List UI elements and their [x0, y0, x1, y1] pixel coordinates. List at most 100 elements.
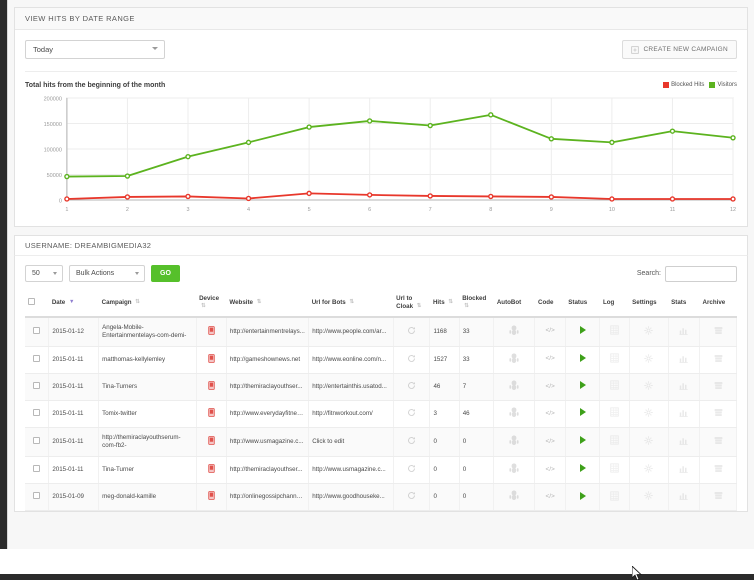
- play-icon[interactable]: [579, 354, 586, 363]
- gear-icon[interactable]: [644, 381, 653, 390]
- row-checkbox[interactable]: [33, 436, 41, 444]
- cell-stats[interactable]: [668, 346, 701, 374]
- cell-autobot[interactable]: [493, 346, 536, 374]
- gear-icon[interactable]: [644, 464, 653, 473]
- archive-icon[interactable]: [714, 436, 723, 445]
- cell-status[interactable]: [565, 456, 601, 485]
- log-icon[interactable]: [610, 490, 619, 501]
- cell-status[interactable]: [565, 427, 601, 457]
- cell-device[interactable]: [196, 373, 227, 401]
- row-select-cell[interactable]: [25, 427, 50, 457]
- cell-code[interactable]: </>: [534, 400, 566, 428]
- cell-stats[interactable]: [668, 483, 701, 512]
- cell-settings[interactable]: [629, 456, 669, 485]
- cell-log[interactable]: [599, 427, 630, 457]
- cell-url-for-bots[interactable]: http://www.eonline.com/n...: [308, 346, 394, 374]
- table-row[interactable]: 2015-01-12 Angela-Mobile-Entertainmentela…: [25, 316, 737, 347]
- cell-stats[interactable]: [668, 373, 701, 401]
- gear-icon[interactable]: [644, 436, 653, 445]
- cell-website[interactable]: http://themiraclayouthser...: [226, 373, 310, 401]
- row-checkbox[interactable]: [33, 354, 41, 362]
- cell-settings[interactable]: [629, 316, 669, 347]
- cell-url-for-bots[interactable]: http://entertainthis.usatod...: [308, 373, 394, 401]
- bar-chart-icon[interactable]: [679, 381, 689, 390]
- cell-log[interactable]: [599, 456, 630, 485]
- go-button[interactable]: GO: [151, 265, 180, 282]
- cell-url-to-cloak[interactable]: [393, 346, 431, 374]
- row-checkbox[interactable]: [33, 381, 41, 389]
- legend-item-blocked-hits[interactable]: Blocked Hits: [663, 82, 704, 88]
- cell-status[interactable]: [565, 373, 601, 401]
- row-checkbox[interactable]: [33, 408, 41, 416]
- cell-url-to-cloak[interactable]: [393, 316, 431, 347]
- cell-autobot[interactable]: [493, 400, 536, 428]
- cell-status[interactable]: [565, 400, 601, 428]
- cell-device[interactable]: [196, 400, 227, 428]
- th-device[interactable]: Device ⇅: [196, 290, 227, 318]
- bar-chart-icon[interactable]: [679, 354, 689, 363]
- cell-campaign[interactable]: Tina-Turners: [98, 373, 197, 401]
- date-range-select[interactable]: Today: [25, 40, 165, 59]
- cell-autobot[interactable]: [493, 316, 536, 347]
- cell-device[interactable]: [196, 427, 227, 457]
- row-select-cell[interactable]: [25, 316, 50, 347]
- table-row[interactable]: 2015-01-11 matthomas-kellylemley http://ga…: [25, 346, 737, 374]
- row-select-cell[interactable]: [25, 456, 50, 485]
- row-checkbox[interactable]: [33, 326, 41, 334]
- cell-log[interactable]: [599, 316, 630, 347]
- gear-icon[interactable]: [644, 325, 653, 335]
- log-icon[interactable]: [610, 407, 619, 417]
- cell-device[interactable]: [196, 483, 227, 512]
- cell-url-to-cloak[interactable]: [393, 456, 431, 485]
- table-row[interactable]: 2015-01-11 Tomix-twitter http://www.everyd…: [25, 400, 737, 428]
- search-input[interactable]: [665, 265, 737, 282]
- cell-url-to-cloak[interactable]: [393, 400, 431, 428]
- row-select-cell[interactable]: [25, 373, 50, 401]
- th-blocked[interactable]: Blocked ⇅: [459, 290, 494, 318]
- play-icon[interactable]: [579, 464, 586, 473]
- cell-settings[interactable]: [629, 346, 669, 374]
- cell-campaign[interactable]: meg-donald-kamille: [98, 483, 197, 512]
- cell-autobot[interactable]: [493, 456, 536, 485]
- archive-icon[interactable]: [714, 381, 723, 390]
- cell-campaign[interactable]: Tina-Turner: [98, 456, 197, 485]
- log-icon[interactable]: [610, 463, 619, 473]
- cell-code[interactable]: </>: [534, 346, 566, 374]
- table-row[interactable]: 2015-01-11 Tina-Turner http://themiraclayo…: [25, 456, 737, 485]
- table-row[interactable]: 2015-01-11 Tina-Turners http://themiraclay…: [25, 373, 737, 401]
- cell-url-for-bots[interactable]: http://www.people.com/ar...: [308, 316, 394, 347]
- bar-chart-icon[interactable]: [679, 408, 689, 417]
- cell-archive[interactable]: [699, 346, 737, 374]
- log-icon[interactable]: [610, 353, 619, 363]
- cell-campaign[interactable]: Tomix-twitter: [98, 400, 197, 428]
- cell-website[interactable]: http://themiraclayouthser...: [226, 456, 310, 485]
- cell-url-to-cloak[interactable]: [393, 483, 431, 512]
- cell-website[interactable]: http://gameshownews.net: [226, 346, 310, 374]
- cell-code[interactable]: </>: [534, 456, 566, 485]
- cell-log[interactable]: [599, 373, 630, 401]
- select-all-checkbox[interactable]: [28, 297, 35, 305]
- play-icon[interactable]: [579, 491, 586, 500]
- gear-icon[interactable]: [644, 408, 653, 417]
- cell-stats[interactable]: [668, 427, 701, 457]
- cell-archive[interactable]: [699, 456, 737, 485]
- cell-stats[interactable]: [668, 456, 701, 485]
- cell-url-for-bots[interactable]: Click to edit: [308, 427, 394, 457]
- archive-icon[interactable]: [714, 326, 723, 335]
- cell-code[interactable]: </>: [534, 316, 566, 347]
- row-select-cell[interactable]: [25, 400, 50, 428]
- cell-log[interactable]: [599, 400, 630, 428]
- row-checkbox[interactable]: [33, 464, 41, 472]
- page-size-select[interactable]: 50: [25, 265, 63, 282]
- cell-autobot[interactable]: [493, 483, 536, 512]
- archive-icon[interactable]: [714, 354, 723, 363]
- gear-icon[interactable]: [644, 354, 653, 363]
- th-url-for-bots[interactable]: Url for Bots ⇅: [308, 290, 394, 318]
- table-row[interactable]: 2015-01-11 http://themiraclayouthserum-co…: [25, 427, 737, 457]
- play-icon[interactable]: [579, 381, 586, 390]
- cell-archive[interactable]: [699, 400, 737, 428]
- create-new-campaign-button[interactable]: CREATE NEW CAMPAIGN: [622, 40, 737, 59]
- cell-code[interactable]: </>: [534, 483, 566, 512]
- play-icon[interactable]: [579, 326, 586, 335]
- legend-item-visitors[interactable]: Visitors: [709, 82, 737, 88]
